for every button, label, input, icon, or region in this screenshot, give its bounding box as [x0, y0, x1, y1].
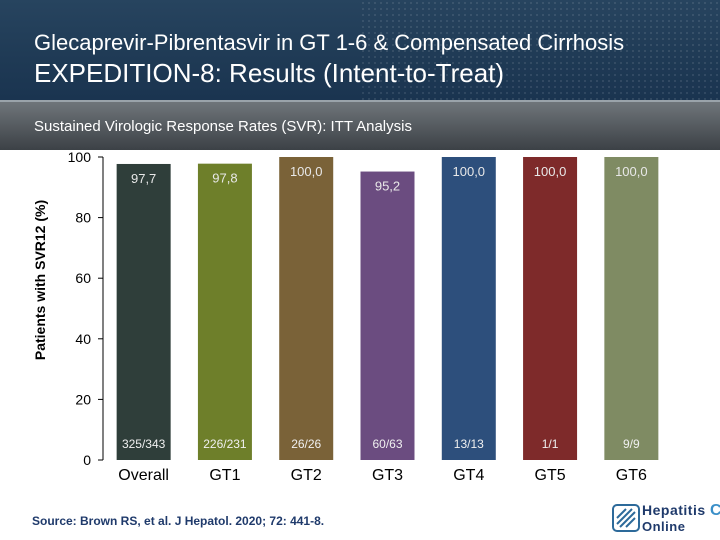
count-label-gt6: 9/9 — [623, 437, 640, 451]
logo-text-hepatitis: Hepatitis C — [642, 502, 720, 520]
bar-gt4 — [441, 157, 496, 460]
value-label-overall: 97,7 — [131, 171, 156, 186]
y-tick-label: 0 — [83, 452, 91, 468]
count-label-gt2: 26/26 — [291, 437, 321, 451]
logo-mark-icon — [612, 504, 640, 532]
x-tick-label-gt6: GT6 — [616, 467, 647, 484]
count-label-gt5: 1/1 — [542, 437, 559, 451]
x-tick-label-gt5: GT5 — [535, 467, 566, 484]
logo-word-hepatitis: Hepatitis — [642, 502, 706, 518]
y-tick-label: 20 — [75, 391, 91, 407]
value-label-gt2: 100,0 — [290, 164, 323, 179]
x-tick-label-gt1: GT1 — [209, 467, 240, 484]
hepatitis-c-online-logo: Hepatitis C Online — [612, 500, 720, 536]
bar-gt2 — [279, 157, 334, 460]
y-tick-label: 40 — [75, 331, 91, 347]
x-tick-label-gt4: GT4 — [453, 467, 484, 484]
banner-pattern — [360, 0, 720, 100]
x-tick-label-gt3: GT3 — [372, 467, 403, 484]
y-tick-label: 80 — [75, 210, 91, 226]
bar-overall — [116, 163, 171, 460]
chart-axes: 0 20 40 60 80 100 — [68, 150, 104, 468]
x-tick-label-gt2: GT2 — [291, 467, 322, 484]
bar-gt5 — [523, 157, 578, 460]
x-tick-label-overall: Overall — [118, 467, 169, 484]
y-axis-label: Patients with SVR12 (%) — [32, 199, 48, 361]
slide-title-line2: EXPEDITION-8: Results (Intent-to-Treat) — [34, 58, 505, 88]
chart-subtitle: Sustained Virologic Response Rates (SVR)… — [34, 118, 412, 135]
slide-title-line1: Glecaprevir-Pibrentasvir in GT 1-6 & Com… — [34, 30, 625, 55]
chart-bars: 97,7 325/343 Overall 97,8 226/231 GT1 100,0 26/… — [116, 157, 659, 484]
value-label-gt4: 100,0 — [453, 164, 486, 179]
value-label-gt5: 100,0 — [534, 164, 567, 179]
count-label-gt1: 226/231 — [203, 437, 247, 451]
logo-letter-c: C — [710, 502, 720, 519]
title-banner: Glecaprevir-Pibrentasvir in GT 1-6 & Com… — [0, 0, 720, 100]
y-tick-label: 100 — [68, 150, 92, 165]
value-label-gt1: 97,8 — [212, 171, 237, 186]
logo-text-online: Online — [642, 519, 686, 534]
value-label-gt3: 95,2 — [375, 179, 400, 194]
value-label-gt6: 100,0 — [615, 164, 648, 179]
bar-gt6 — [604, 157, 659, 460]
bar-gt1 — [197, 163, 252, 460]
count-label-gt4: 13/13 — [454, 437, 484, 451]
bar-gt3 — [360, 171, 415, 460]
source-citation: Source: Brown RS, et al. J Hepatol. 2020… — [32, 514, 325, 528]
y-tick-label: 60 — [75, 270, 91, 286]
count-label-gt3: 60/63 — [372, 437, 402, 451]
bar-chart: 0 20 40 60 80 100 97,7 325/343 Overall 97,8 226/2… — [68, 150, 659, 484]
count-label-overall: 325/343 — [122, 437, 166, 451]
subtitle-bar: Sustained Virologic Response Rates (SVR)… — [0, 100, 720, 150]
